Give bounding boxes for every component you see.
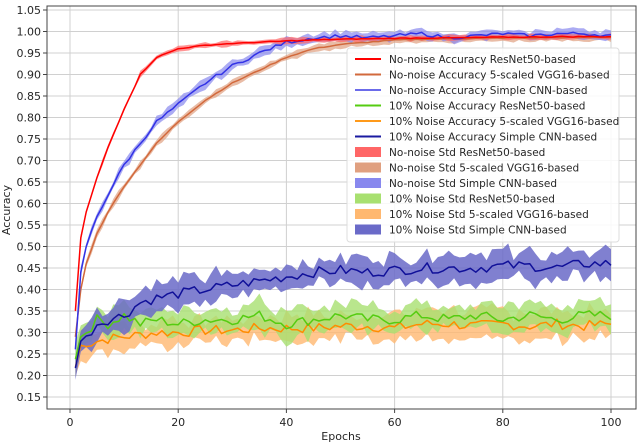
legend-label: No-noise Accuracy 5-scaled VGG16-based xyxy=(389,70,610,82)
legend-patch-swatch xyxy=(355,209,381,219)
legend-label: 10% Noise Accuracy Simple CNN-based xyxy=(389,132,597,144)
accuracy-lines xyxy=(74,31,612,369)
x-tick-label: 40 xyxy=(279,416,293,429)
plot-frame xyxy=(46,5,637,410)
accuracy-line xyxy=(74,310,612,360)
std-band xyxy=(75,243,611,380)
std-band xyxy=(75,293,611,377)
legend-patch-swatch xyxy=(355,147,381,157)
accuracy-line xyxy=(74,318,612,368)
legend-label: 10% Noise Accuracy ResNet50-based xyxy=(389,101,585,113)
legend-label: 10% Noise Std 5-scaled VGG16-based xyxy=(389,209,589,221)
y-tick-label: 0.40 xyxy=(17,284,42,297)
y-axis-ticks: 0.15 0.20 0.25 0.30 0.35 0.40 0.45 0.50 0.55 0.60… xyxy=(17,4,47,404)
y-tick-label: 0.30 xyxy=(17,327,42,340)
x-tick-label: 60 xyxy=(388,416,402,429)
legend: No-noise Accuracy ResNet50-based No-noise… xyxy=(346,47,620,243)
x-tick-label: 0 xyxy=(67,416,74,429)
y-tick-label: 1.00 xyxy=(17,26,42,39)
legend-patch-swatch xyxy=(355,224,381,235)
legend-label: No-noise Std ResNet50-based xyxy=(389,147,545,159)
y-tick-label: 0.25 xyxy=(17,348,42,361)
y-tick-label: 0.50 xyxy=(17,241,42,254)
y-tick-label: 0.75 xyxy=(17,133,42,146)
x-axis-label: Epochs xyxy=(321,430,361,443)
x-axis-ticks: 0 20 40 60 80 100 xyxy=(67,409,622,429)
legend-patch-swatch xyxy=(355,178,381,188)
legend-label: No-noise Std Simple CNN-based xyxy=(389,178,557,190)
x-tick-label: 100 xyxy=(601,416,622,429)
y-tick-label: 0.80 xyxy=(17,112,42,125)
legend-label: 10% Noise Std Simple CNN-based xyxy=(389,225,567,237)
y-tick-label: 0.20 xyxy=(17,370,42,383)
legend-label: 10% Noise Std ResNet50-based xyxy=(389,194,555,206)
y-tick-label: 0.60 xyxy=(17,198,42,211)
y-tick-label: 0.35 xyxy=(17,305,42,318)
legend-label: 10% Noise Accuracy 5-scaled VGG16-based xyxy=(389,116,619,128)
legend-label: No-noise Std 5-scaled VGG16-based xyxy=(389,163,579,175)
x-tick-label: 20 xyxy=(171,416,185,429)
legend-box xyxy=(346,47,620,243)
y-tick-label: 0.55 xyxy=(17,219,42,232)
legend-patch-swatch xyxy=(355,162,381,173)
y-tick-label: 0.95 xyxy=(17,47,42,60)
y-tick-label: 0.70 xyxy=(17,155,42,168)
y-tick-label: 1.05 xyxy=(17,4,42,17)
std-bands xyxy=(75,27,611,380)
y-axis-label: Accuracy xyxy=(0,184,13,235)
y-tick-label: 0.85 xyxy=(17,90,42,103)
y-tick-label: 0.90 xyxy=(17,69,42,82)
y-tick-label: 0.65 xyxy=(17,176,42,189)
accuracy-line xyxy=(74,35,612,311)
accuracy-line xyxy=(74,31,612,350)
y-tick-label: 0.45 xyxy=(17,262,42,275)
legend-patch-swatch xyxy=(355,193,381,204)
x-tick-label: 80 xyxy=(496,416,510,429)
legend-label: No-noise Accuracy Simple CNN-based xyxy=(389,85,588,97)
y-tick-label: 0.15 xyxy=(17,391,42,404)
legend-label: No-noise Accuracy ResNet50-based xyxy=(389,54,576,66)
accuracy-line xyxy=(74,259,612,369)
